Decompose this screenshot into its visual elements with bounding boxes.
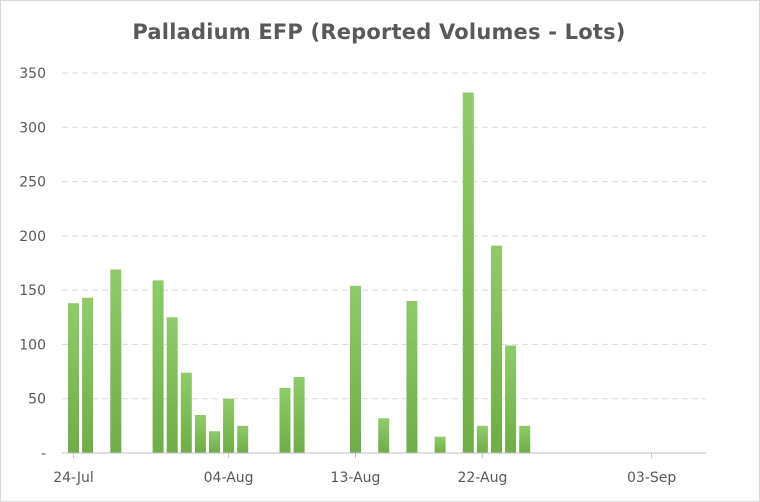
bar <box>110 269 122 453</box>
y-tick-label: 50 <box>28 392 46 408</box>
bar <box>378 418 390 453</box>
bar <box>491 245 502 453</box>
x-tick-label: 04-Aug <box>204 470 254 486</box>
bar <box>476 425 488 453</box>
y-tick-label: 100 <box>19 337 46 353</box>
x-tick-label: 13-Aug <box>331 470 381 486</box>
bars <box>68 92 531 454</box>
chart-title: Palladium EFP (Reported Volumes - Lots) <box>132 20 626 44</box>
x-tick-label: 03-Sep <box>627 470 676 486</box>
bar <box>166 317 178 453</box>
y-tick-label: - <box>41 446 46 462</box>
bar <box>194 415 206 453</box>
bar <box>152 280 164 453</box>
bar <box>293 377 305 453</box>
x-tick-label: 24-Jul <box>53 470 94 486</box>
gridlines <box>62 72 706 400</box>
bar <box>237 425 249 453</box>
bar <box>434 436 446 453</box>
bar <box>505 345 517 453</box>
y-tick-label: 200 <box>19 229 46 245</box>
bar <box>68 303 79 453</box>
y-tick-label: 350 <box>19 66 46 82</box>
y-tick-label: 150 <box>19 283 46 299</box>
bar <box>82 297 94 453</box>
y-tick-label: 250 <box>19 175 46 191</box>
bar <box>223 398 235 453</box>
bar <box>519 425 531 453</box>
x-axis: 24-Jul 04-Aug 13-Aug 22-Aug 03-Sep <box>53 452 706 486</box>
x-tick-label: 22-Aug <box>457 470 507 486</box>
bar <box>462 92 474 454</box>
bar <box>180 372 192 453</box>
bar <box>209 431 220 453</box>
bar <box>279 387 291 453</box>
bar <box>406 301 418 453</box>
bar <box>350 285 361 453</box>
y-tick-label: 300 <box>19 120 46 136</box>
y-axis: - 50 100 150 200 250 300 350 <box>19 66 46 462</box>
